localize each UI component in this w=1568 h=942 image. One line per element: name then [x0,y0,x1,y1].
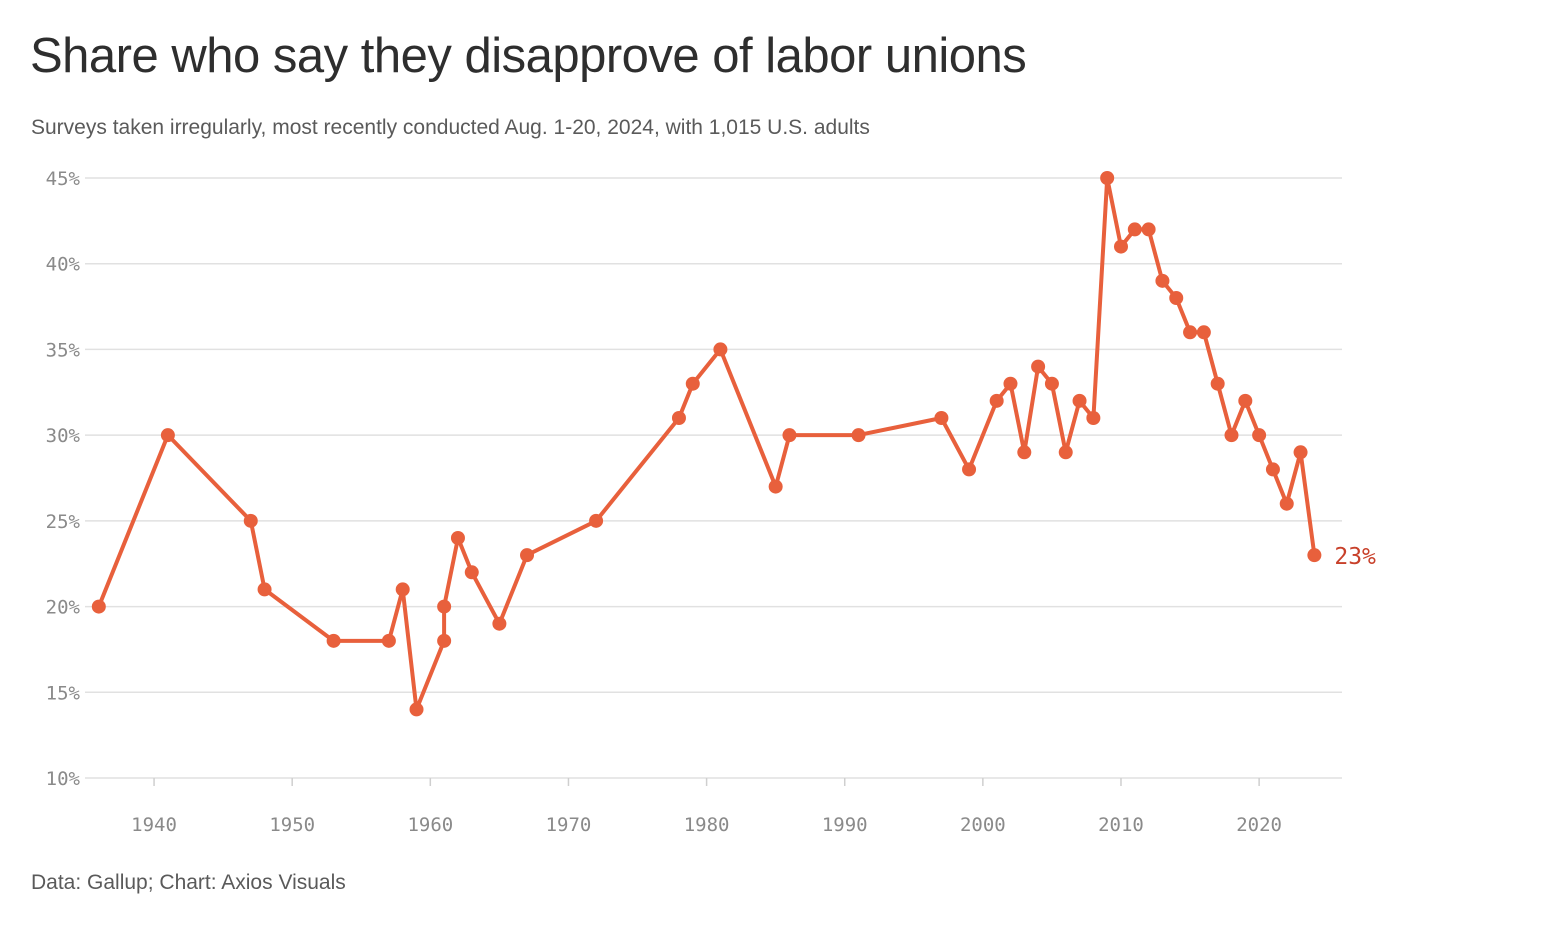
end-value-label: 23% [1334,544,1376,570]
x-tick-label: 2010 [1098,814,1144,836]
data-point [257,582,272,597]
data-point [91,599,106,614]
data-point [1210,376,1225,391]
y-tick-label: 35% [46,339,81,361]
data-point [1265,462,1280,477]
data-point [492,616,507,631]
data-point [962,462,977,477]
data-point [437,599,452,614]
data-points [91,171,1322,717]
y-tick-label: 45% [46,168,81,190]
data-point [1086,411,1101,425]
source-note: Data: Gallup; Chart: Axios Visuals [31,871,346,894]
line-chart: 10% 15% 20% 25% 30% 35% 40% 45% 1940 1950 1960 197… [46,168,1376,836]
y-tick-label: 20% [46,597,81,619]
data-point [782,428,797,443]
data-point [1307,548,1322,563]
x-tick-label: 2020 [1236,814,1282,836]
data-point [1031,359,1046,374]
data-point [464,565,479,580]
data-point [381,633,396,648]
data-point [989,393,1004,408]
data-point [1224,428,1239,443]
data-point [1169,291,1184,305]
series-line [96,176,1317,712]
data-point [437,633,452,648]
data-point [851,428,866,443]
data-point [1238,393,1253,408]
y-tick-label: 40% [46,254,81,276]
grid-lines [85,177,1342,779]
data-point [160,428,175,443]
data-point [1113,239,1128,254]
data-point [1183,325,1198,340]
x-tick-label: 1990 [822,814,868,836]
y-tick-label: 25% [46,511,81,533]
data-point [934,411,949,425]
data-point [326,633,341,648]
data-point [395,582,410,597]
y-axis-tick-labels: 10% 15% 20% 25% 30% 35% 40% 45% [46,168,81,790]
data-point [243,513,258,528]
chart-title: Share who say they disapprove of labor u… [30,29,1027,83]
x-tick-label: 1950 [269,814,315,836]
data-point [520,548,535,563]
data-point [1279,496,1294,511]
data-point [450,531,465,545]
x-axis-tick-labels: 1940 1950 1960 1970 1980 1990 2000 2010 2020 [131,814,1282,836]
y-tick-label: 10% [46,768,81,790]
data-point [1155,273,1170,288]
x-tick-label: 1960 [407,814,453,836]
x-tick-label: 2000 [960,814,1006,836]
data-point [671,411,686,425]
data-point [1127,222,1142,237]
x-tick-label: 1940 [131,814,177,836]
x-tick-label: 1980 [684,814,730,836]
chart-subtitle: Surveys taken irregularly, most recently… [31,116,870,139]
data-point [1017,445,1032,460]
data-point [1293,445,1308,460]
y-tick-label: 30% [46,425,81,447]
y-tick-label: 15% [46,682,81,704]
x-axis [153,778,1260,786]
data-point [1100,171,1115,185]
x-tick-label: 1970 [546,814,592,836]
data-point [1044,376,1059,391]
data-point [1003,376,1018,391]
data-point [1058,445,1073,460]
data-point [409,702,424,717]
data-point [713,342,728,357]
data-point [768,479,783,494]
data-point [1072,393,1087,408]
data-point [1252,428,1267,443]
data-point [1141,222,1156,237]
data-point [589,513,604,528]
data-point [685,376,700,391]
data-point [1196,325,1211,340]
